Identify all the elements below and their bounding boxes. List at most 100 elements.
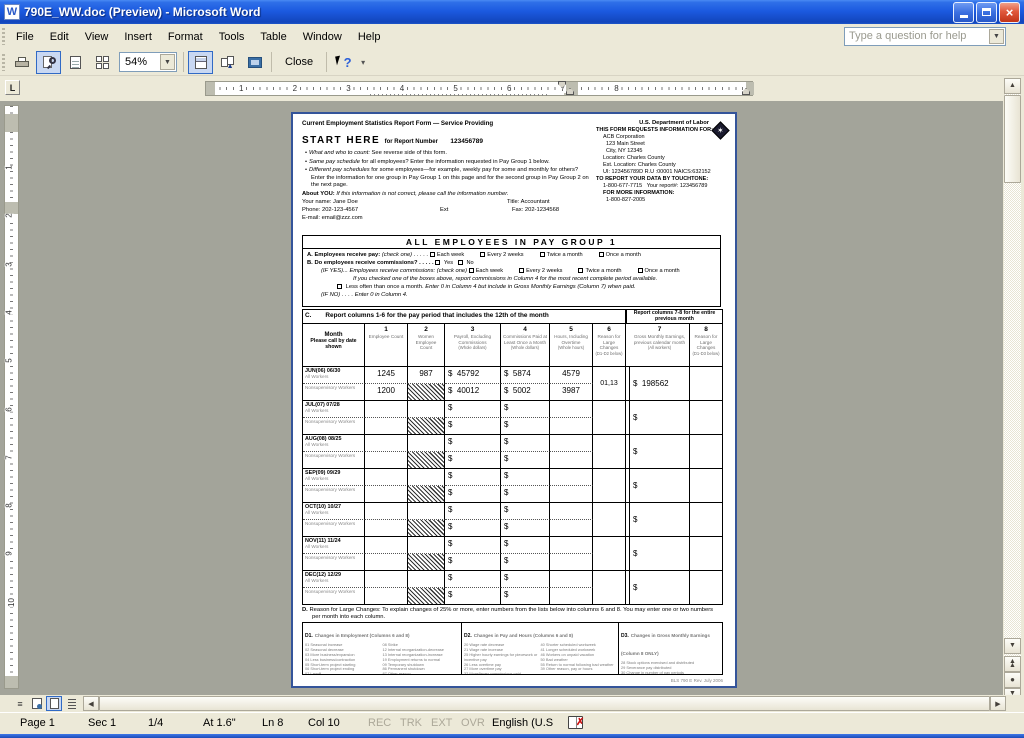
ruler-number: 8 [613, 84, 620, 93]
column-divider [626, 435, 630, 468]
month-row-group: JUN(06) 06/30 All Workers 1245 987 $ 45792 $ … [303, 367, 722, 401]
scroll-right-button[interactable]: ▶ [990, 696, 1006, 711]
help-button[interactable]: ? [331, 51, 356, 74]
print-layout-view-button[interactable] [46, 696, 62, 711]
reason-codes-box: D1. Changes in Employment (Columns 6 and … [302, 622, 462, 676]
ruler-number: 9 [4, 551, 14, 557]
vertical-scrollbar[interactable]: ▲ ▼ ▲▲ ● ▼▼ [1004, 78, 1021, 706]
data-cell [365, 469, 408, 486]
status-bar: Page 1 Sec 1 1/4 At 1.6" Ln 8 Col 10 REC… [0, 712, 1024, 734]
right-indent-marker[interactable] [742, 88, 750, 95]
reason-code: 04 Less business/contraction [305, 656, 356, 662]
reason-code: 20 Wage rate decrease [464, 642, 505, 648]
outline-view-button[interactable] [63, 696, 79, 711]
data-cell [365, 485, 408, 502]
status-ext-toggle[interactable]: EXT [431, 717, 453, 729]
menu-tools[interactable]: Tools [218, 30, 245, 43]
normal-view-button[interactable]: ≡ [17, 698, 23, 709]
commission-frequency-option: Once a month [637, 268, 680, 274]
vertical-ruler: 1 2 3 4 5 6 7 8 9 10 [4, 105, 19, 689]
menu-edit[interactable]: Edit [49, 30, 69, 43]
close-preview-button[interactable]: Close [285, 56, 314, 68]
chevron-down-icon[interactable]: ▼ [989, 29, 1004, 44]
ruler-number: 1 [238, 84, 245, 93]
status-trk-toggle[interactable]: TRK [400, 717, 422, 729]
data-cell: $ [501, 451, 550, 468]
first-line-indent-marker[interactable] [558, 81, 566, 88]
document-page[interactable]: Current Employment Statistics Report For… [291, 112, 737, 688]
menu-insert[interactable]: Insert [124, 30, 152, 43]
reason-change-8-cell [690, 537, 722, 570]
scroll-track[interactable] [1004, 94, 1021, 638]
menu-help[interactable]: Help [357, 30, 381, 43]
data-cell: $ 40012 [445, 383, 501, 400]
toolbar-grip[interactable] [2, 53, 5, 71]
status-rec-toggle[interactable]: REC [368, 717, 392, 729]
reason-change-8-cell [690, 571, 722, 604]
full-screen-button[interactable] [242, 51, 267, 74]
column-header: 3 Payroll, Excluding Commissions (Whole do… [445, 324, 501, 366]
view-ruler-button[interactable] [188, 50, 213, 74]
data-cell [550, 485, 593, 502]
section-d-text: D. Reason for Large Changes: To explain … [302, 607, 714, 621]
reason-change-cell [593, 571, 626, 604]
menu-view[interactable]: View [84, 30, 109, 43]
menu-file[interactable]: File [16, 30, 34, 43]
print-preview-toolbar: 54% ▼ ▲ Close ? ▾ [0, 49, 1024, 76]
table-header-left: C. Report columns 1-6 for the pay period … [303, 310, 626, 323]
restore-button[interactable] [976, 1, 997, 23]
magnifier-button[interactable] [36, 50, 61, 74]
dept-of-labor: U.S. Department of Labor [639, 120, 709, 126]
menu-table[interactable]: Table [260, 30, 287, 43]
data-cell [408, 537, 445, 554]
shrink-to-fit-button[interactable]: ▲ [215, 51, 240, 74]
month-row-group: NOV(11) 11/24 All Workers $ $ $ Nonsupervisor… [303, 537, 722, 571]
scroll-down-button[interactable]: ▼ [1004, 638, 1021, 654]
minimize-button[interactable] [953, 1, 974, 23]
spelling-status-icon[interactable] [568, 716, 583, 729]
one-page-button[interactable] [63, 51, 88, 74]
company-name: ACB Corporation [603, 134, 645, 140]
reason-code: 19 Employment returns to normal [382, 656, 441, 662]
data-cell: $ [445, 553, 501, 570]
scroll-left-button[interactable]: ◀ [83, 696, 99, 711]
column-header: 2 Women Employee Count [408, 324, 445, 366]
web-layout-view-button[interactable] [29, 696, 45, 711]
close-window-button[interactable]: × [999, 1, 1020, 23]
tab-stop-selector[interactable]: L [5, 80, 20, 95]
shrink-to-fit-icon: ▲ [220, 55, 235, 70]
scroll-thumb[interactable] [1004, 95, 1021, 183]
form-header: Current Employment Statistics Report For… [302, 120, 730, 232]
ruler-number: 5 [452, 84, 459, 93]
month-label-cell: Nonsupervisory Workers [303, 587, 365, 604]
h-scroll-thumb[interactable] [99, 696, 990, 711]
chevron-down-icon[interactable]: ▼ [160, 54, 175, 70]
ruler-number: 6 [4, 406, 14, 412]
help-question-input[interactable]: Type a question for help ▼ [844, 27, 1006, 46]
toolbar-options-chevron[interactable]: ▾ [361, 57, 366, 67]
hanging-indent-marker[interactable] [566, 88, 574, 95]
previous-page-button[interactable]: ▲ ▲ [1004, 656, 1021, 672]
select-browse-object-button[interactable]: ● [1004, 672, 1021, 688]
gross-earnings-cell: $ [630, 537, 690, 570]
ruler-number: 4 [4, 310, 14, 315]
ruler-number: 7 [559, 84, 567, 93]
toolbar-grip[interactable] [2, 28, 5, 45]
document-workspace: 1 2 3 4 5 6 7 8 9 10 Current Employment Statistic… [0, 101, 1003, 695]
menu-window[interactable]: Window [302, 30, 342, 43]
data-cell [365, 435, 408, 452]
table-column-headers: Month Please call by date shown 1 Employee … [303, 324, 722, 367]
print-button[interactable] [9, 51, 34, 74]
column-header: 4 Commissions Paid at Least Once a Month(… [501, 324, 550, 366]
scroll-up-button[interactable]: ▲ [1004, 78, 1021, 94]
data-cell [408, 519, 445, 536]
about-you-line: About YOU: If this information is not co… [302, 191, 509, 198]
commission-frequency-options: Each week Every 2 weeks Twice a month Once … [468, 268, 696, 274]
menu-format[interactable]: Format [167, 30, 203, 43]
zoom-combobox[interactable]: 54% ▼ [119, 52, 177, 72]
month-label-cell: NOV(11) 11/24 All Workers [303, 537, 365, 554]
status-ovr-toggle[interactable]: OVR [461, 717, 485, 729]
h-scroll-track[interactable] [99, 696, 990, 711]
multiple-pages-button[interactable] [90, 51, 115, 74]
reason-code: 25 Higher hourly earnings for piecework … [464, 652, 538, 662]
